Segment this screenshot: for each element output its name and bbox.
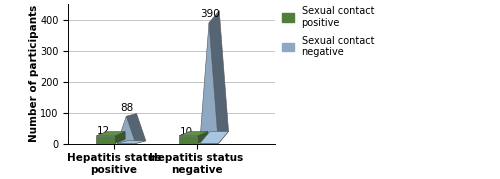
Y-axis label: Number of participants: Number of participants <box>30 5 40 142</box>
Polygon shape <box>126 113 146 144</box>
Text: 390: 390 <box>200 9 220 19</box>
Legend: Sexual contact
positive, Sexual contact
negative: Sexual contact positive, Sexual contact … <box>282 6 374 57</box>
Polygon shape <box>96 136 115 144</box>
Polygon shape <box>115 132 125 144</box>
Text: 88: 88 <box>120 103 134 113</box>
Polygon shape <box>209 11 229 144</box>
Polygon shape <box>179 132 208 136</box>
Text: 12: 12 <box>97 126 110 136</box>
Polygon shape <box>96 132 125 136</box>
Polygon shape <box>198 132 208 144</box>
Polygon shape <box>117 116 136 144</box>
Polygon shape <box>200 131 228 144</box>
Text: 10: 10 <box>180 127 193 137</box>
Polygon shape <box>179 136 198 144</box>
Polygon shape <box>200 23 218 144</box>
Polygon shape <box>117 141 146 144</box>
